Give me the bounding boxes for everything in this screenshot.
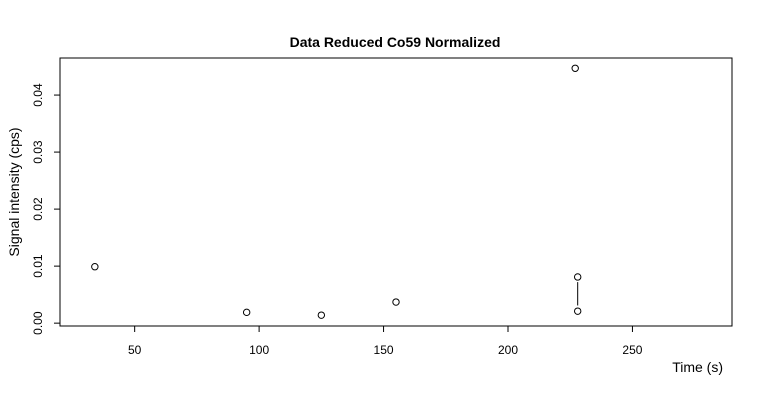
y-tick-label: 0.04 [31, 83, 45, 107]
x-tick-label: 250 [622, 343, 642, 357]
data-points [91, 64, 582, 319]
x-tick-label: 100 [249, 343, 269, 357]
data-point [571, 64, 579, 72]
x-tick-label: 200 [498, 343, 518, 357]
chart-title: Data Reduced Co59 Normalized [290, 34, 501, 50]
y-axis-label: Signal intensity (cps) [6, 127, 22, 256]
y-tick-label: 0.01 [31, 254, 45, 278]
data-point [392, 298, 400, 306]
x-tick-label: 50 [128, 343, 142, 357]
y-tick-label: 0.02 [31, 197, 45, 221]
y-tick-label: 0.03 [31, 140, 45, 164]
y-axis: 0.00 0.01 0.02 0.03 0.04 [31, 83, 60, 335]
data-point [573, 273, 582, 281]
plot-box [59, 57, 733, 327]
data-point [242, 308, 251, 317]
x-tick-label: 150 [374, 343, 394, 357]
x-axis-label: Time (s) [672, 359, 723, 375]
data-point [91, 262, 99, 271]
data-point [317, 311, 326, 319]
data-point [573, 307, 582, 315]
y-tick-label: 0.00 [31, 311, 45, 335]
x-axis: 50 100 150 200 250 [128, 326, 643, 357]
